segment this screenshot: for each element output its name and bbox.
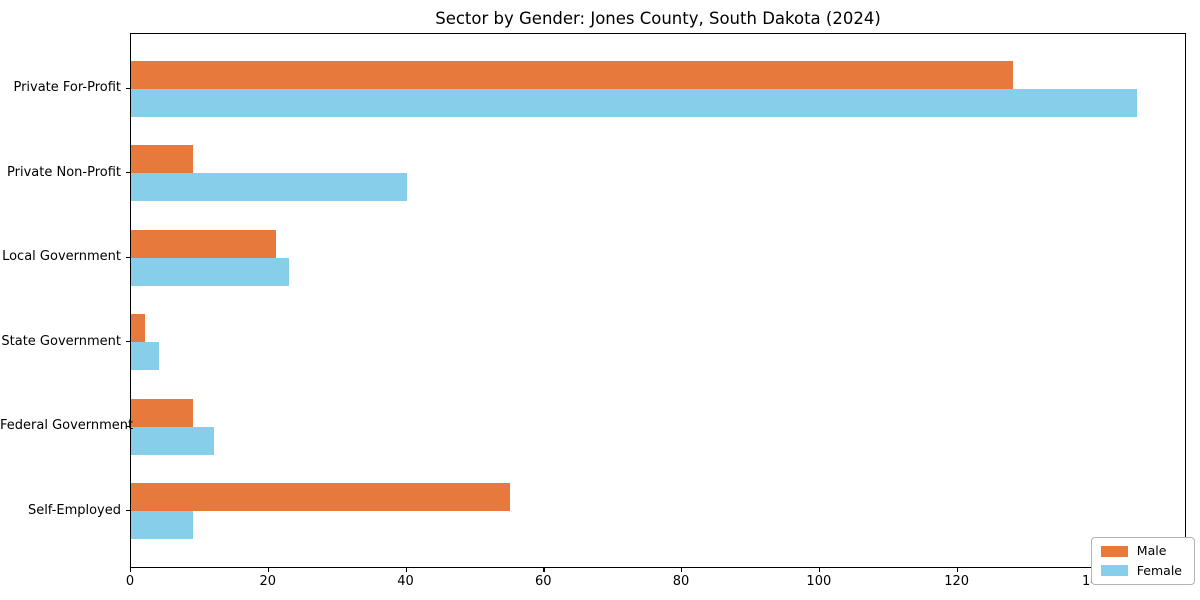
bar-female-self-employed xyxy=(131,511,193,539)
y-axis-tick xyxy=(126,510,130,512)
y-axis-label: Federal Government xyxy=(0,418,134,433)
y-axis-tick xyxy=(126,87,130,89)
legend-swatch-male xyxy=(1100,545,1128,557)
y-axis-tick xyxy=(126,341,130,343)
x-axis-tick xyxy=(405,568,407,572)
legend-label-female: Female xyxy=(1136,562,1182,578)
bar-female-state-government xyxy=(131,342,159,370)
x-axis-tick xyxy=(267,568,270,572)
x-axis-tick-label: 0 xyxy=(125,574,135,589)
y-axis-label: Local Government xyxy=(2,249,121,264)
x-axis-tick-label: 20 xyxy=(259,574,277,589)
x-axis-tick xyxy=(818,568,821,572)
legend: Male Female xyxy=(1090,537,1195,585)
y-axis-label: Self-Employed xyxy=(27,502,121,518)
bar-male-self-employed xyxy=(131,483,510,511)
bar-female-federal-government xyxy=(131,426,214,455)
chart-title: Sector by Gender: Jones County, South Da… xyxy=(435,9,881,28)
x-axis-tick-label: 120 xyxy=(944,574,970,589)
legend-swatch-female xyxy=(1100,565,1128,577)
bar-male-federal-government xyxy=(131,398,193,427)
x-axis-tick-label: 100 xyxy=(806,574,832,589)
bar-female-private-for-profit xyxy=(131,88,1137,117)
y-axis-label: State Government xyxy=(1,333,121,349)
bar-male-state-government xyxy=(131,314,145,342)
x-axis-tick xyxy=(543,568,545,572)
y-axis-label: Private Non-Profit xyxy=(7,164,121,180)
legend-item-female: Female xyxy=(1100,562,1182,578)
legend-item-male: Male xyxy=(1100,543,1182,558)
bar-male-local-government xyxy=(131,229,276,258)
y-axis-tick xyxy=(126,256,130,258)
x-axis-tick xyxy=(130,568,132,572)
x-axis-tick-label: 60 xyxy=(535,574,552,589)
y-axis-tick xyxy=(126,172,130,174)
legend-label-male: Male xyxy=(1136,543,1167,558)
plot-area xyxy=(130,33,1186,568)
x-axis-tick-label: 80 xyxy=(672,574,690,589)
bar-female-private-non-profit xyxy=(131,173,407,201)
bar-male-private-non-profit xyxy=(131,145,193,173)
x-axis-tick-label: 40 xyxy=(397,574,414,589)
x-axis-tick xyxy=(681,568,683,572)
y-axis-label: Private For-Profit xyxy=(13,80,121,95)
bar-male-private-for-profit xyxy=(131,60,1013,89)
y-axis-tick xyxy=(126,425,130,427)
x-axis-tick xyxy=(956,568,958,572)
bar-female-local-government xyxy=(131,257,290,286)
